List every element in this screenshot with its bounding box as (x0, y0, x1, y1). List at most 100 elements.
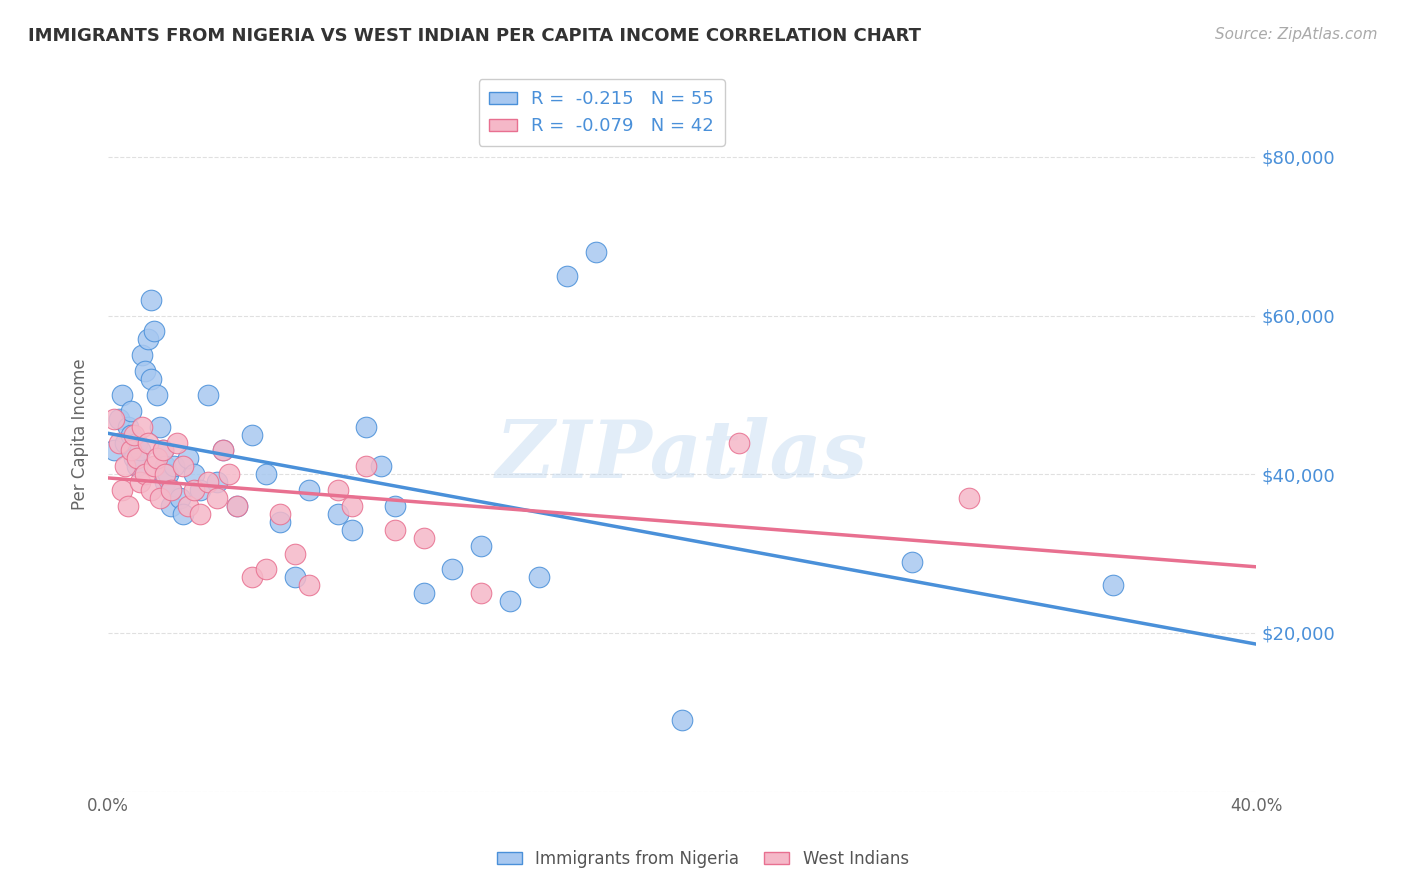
Point (205, 491, 228, 505)
Point (188, 483, 211, 497)
Point (412, 586, 434, 600)
Point (122, 427, 145, 442)
Point (298, 578, 321, 592)
Point (103, 443, 125, 458)
Point (160, 499, 183, 513)
Point (149, 491, 172, 505)
Point (160, 483, 183, 497)
Point (555, 268, 578, 283)
Point (114, 435, 136, 450)
Point (139, 293, 162, 307)
Point (226, 499, 249, 513)
Text: Source: ZipAtlas.com: Source: ZipAtlas.com (1215, 27, 1378, 42)
Point (527, 570, 550, 584)
Point (240, 427, 263, 442)
Point (340, 523, 363, 537)
Point (326, 507, 349, 521)
Point (117, 499, 139, 513)
Point (370, 459, 392, 474)
Point (111, 388, 134, 402)
Point (205, 475, 228, 490)
Point (211, 443, 233, 458)
Point (177, 499, 200, 513)
Point (136, 435, 159, 450)
Point (728, 435, 751, 450)
Point (120, 427, 142, 442)
Point (142, 459, 165, 474)
Point (157, 467, 180, 482)
Point (108, 411, 131, 425)
Point (957, 491, 980, 505)
Point (470, 586, 492, 600)
Point (211, 443, 233, 458)
Point (134, 364, 156, 378)
Point (284, 547, 307, 561)
Point (117, 419, 139, 434)
Point (441, 562, 464, 576)
Point (254, 467, 277, 482)
Point (284, 570, 307, 584)
Point (499, 594, 522, 608)
Point (172, 507, 194, 521)
Point (120, 403, 142, 417)
Point (340, 499, 363, 513)
Point (142, 325, 165, 339)
Point (125, 459, 148, 474)
Point (152, 443, 174, 458)
Point (146, 388, 169, 402)
Y-axis label: Per Capita Income: Per Capita Income (72, 359, 89, 510)
Point (108, 435, 131, 450)
Point (197, 475, 219, 490)
Point (585, 245, 607, 260)
Point (139, 372, 162, 386)
Point (128, 443, 150, 458)
Point (103, 411, 125, 425)
Point (131, 348, 153, 362)
Point (226, 499, 249, 513)
Point (155, 467, 177, 482)
Point (155, 459, 177, 474)
Point (111, 483, 134, 497)
Point (183, 467, 205, 482)
Point (412, 531, 434, 545)
Point (384, 523, 406, 537)
Point (470, 539, 492, 553)
Point (166, 435, 188, 450)
Point (149, 419, 172, 434)
Point (163, 459, 186, 474)
Point (128, 475, 150, 490)
Point (169, 491, 191, 505)
Point (197, 388, 219, 402)
Legend: R =  -0.215   N = 55, R =  -0.079   N = 42: R = -0.215 N = 55, R = -0.079 N = 42 (478, 79, 724, 146)
Point (384, 499, 406, 513)
Point (671, 713, 693, 727)
Point (155, 475, 177, 490)
Point (218, 467, 240, 482)
Point (139, 483, 162, 497)
Point (356, 419, 378, 434)
Point (136, 332, 159, 346)
Point (120, 443, 142, 458)
Point (125, 451, 148, 466)
Point (326, 483, 349, 497)
Point (254, 562, 277, 576)
Point (177, 451, 200, 466)
Point (172, 459, 194, 474)
Point (146, 451, 169, 466)
Text: IMMIGRANTS FROM NIGERIA VS WEST INDIAN PER CAPITA INCOME CORRELATION CHART: IMMIGRANTS FROM NIGERIA VS WEST INDIAN P… (28, 27, 921, 45)
Point (114, 459, 136, 474)
Point (131, 419, 153, 434)
Point (240, 570, 263, 584)
Point (1101, 578, 1123, 592)
Point (134, 467, 156, 482)
Point (152, 443, 174, 458)
Point (122, 451, 145, 466)
Point (900, 555, 922, 569)
Point (160, 483, 183, 497)
Point (356, 459, 378, 474)
Point (298, 483, 321, 497)
Point (183, 483, 205, 497)
Point (125, 435, 148, 450)
Point (188, 507, 211, 521)
Point (269, 507, 291, 521)
